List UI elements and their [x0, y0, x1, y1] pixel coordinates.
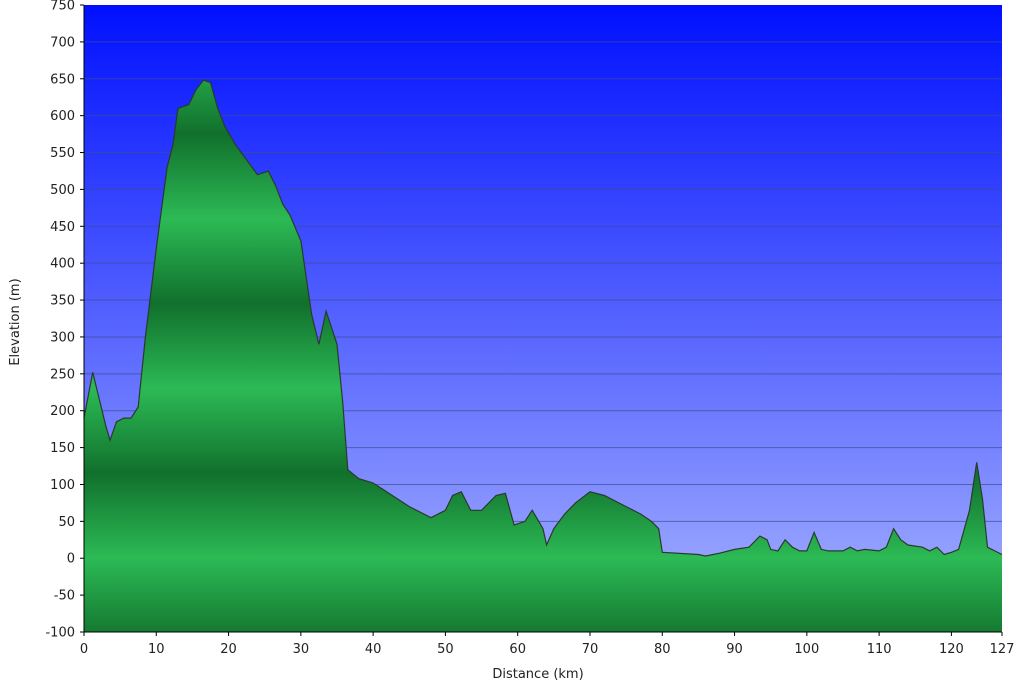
y-tick-label: -100 — [45, 626, 75, 641]
x-tick-label: 0 — [80, 642, 88, 657]
y-tick-label: 650 — [50, 72, 75, 87]
x-tick-label: 20 — [220, 642, 237, 657]
y-tick-label: 350 — [50, 294, 75, 309]
y-tick-label: 300 — [50, 330, 75, 345]
x-axis-ticks: 0 10 20 30 40 50 60 70 80 90 100 110 120 127 — [80, 632, 1014, 657]
x-tick-label: 120 — [939, 642, 964, 657]
y-tick-label: 150 — [50, 441, 75, 456]
y-tick-label: 0 — [67, 552, 75, 567]
y-tick-label: 250 — [50, 367, 75, 382]
y-axis-title: Elevation (m) — [8, 278, 23, 365]
x-tick-label: 40 — [365, 642, 382, 657]
x-tick-label: 100 — [794, 642, 819, 657]
y-tick-label: 50 — [58, 515, 75, 530]
x-tick-label: 127 — [990, 642, 1014, 657]
elevation-area — [84, 80, 1002, 632]
y-tick-label: 100 — [50, 478, 75, 493]
y-tick-label: 200 — [50, 404, 75, 419]
x-tick-label: 10 — [148, 642, 165, 657]
x-tick-label: 90 — [726, 642, 743, 657]
y-tick-label: 550 — [50, 146, 75, 161]
x-tick-label: 70 — [582, 642, 599, 657]
x-tick-label: 110 — [867, 642, 892, 657]
x-tick-label: 80 — [654, 642, 671, 657]
y-tick-label: -50 — [54, 589, 75, 604]
elevation-line — [83, 79, 1003, 557]
y-tick-label: 700 — [50, 35, 75, 50]
y-axis-ticks: 7507006506005505004504003503002502001501… — [45, 0, 84, 641]
y-tick-label: 600 — [50, 109, 75, 124]
x-axis-title: Distance (km) — [492, 667, 583, 682]
y-tick-label: 750 — [50, 0, 75, 14]
y-tick-label: 450 — [50, 220, 75, 235]
y-tick-label: 500 — [50, 183, 75, 198]
x-tick-label: 30 — [293, 642, 310, 657]
y-tick-label: 400 — [50, 257, 75, 272]
x-tick-label: 60 — [509, 642, 526, 657]
x-tick-label: 50 — [437, 642, 454, 657]
